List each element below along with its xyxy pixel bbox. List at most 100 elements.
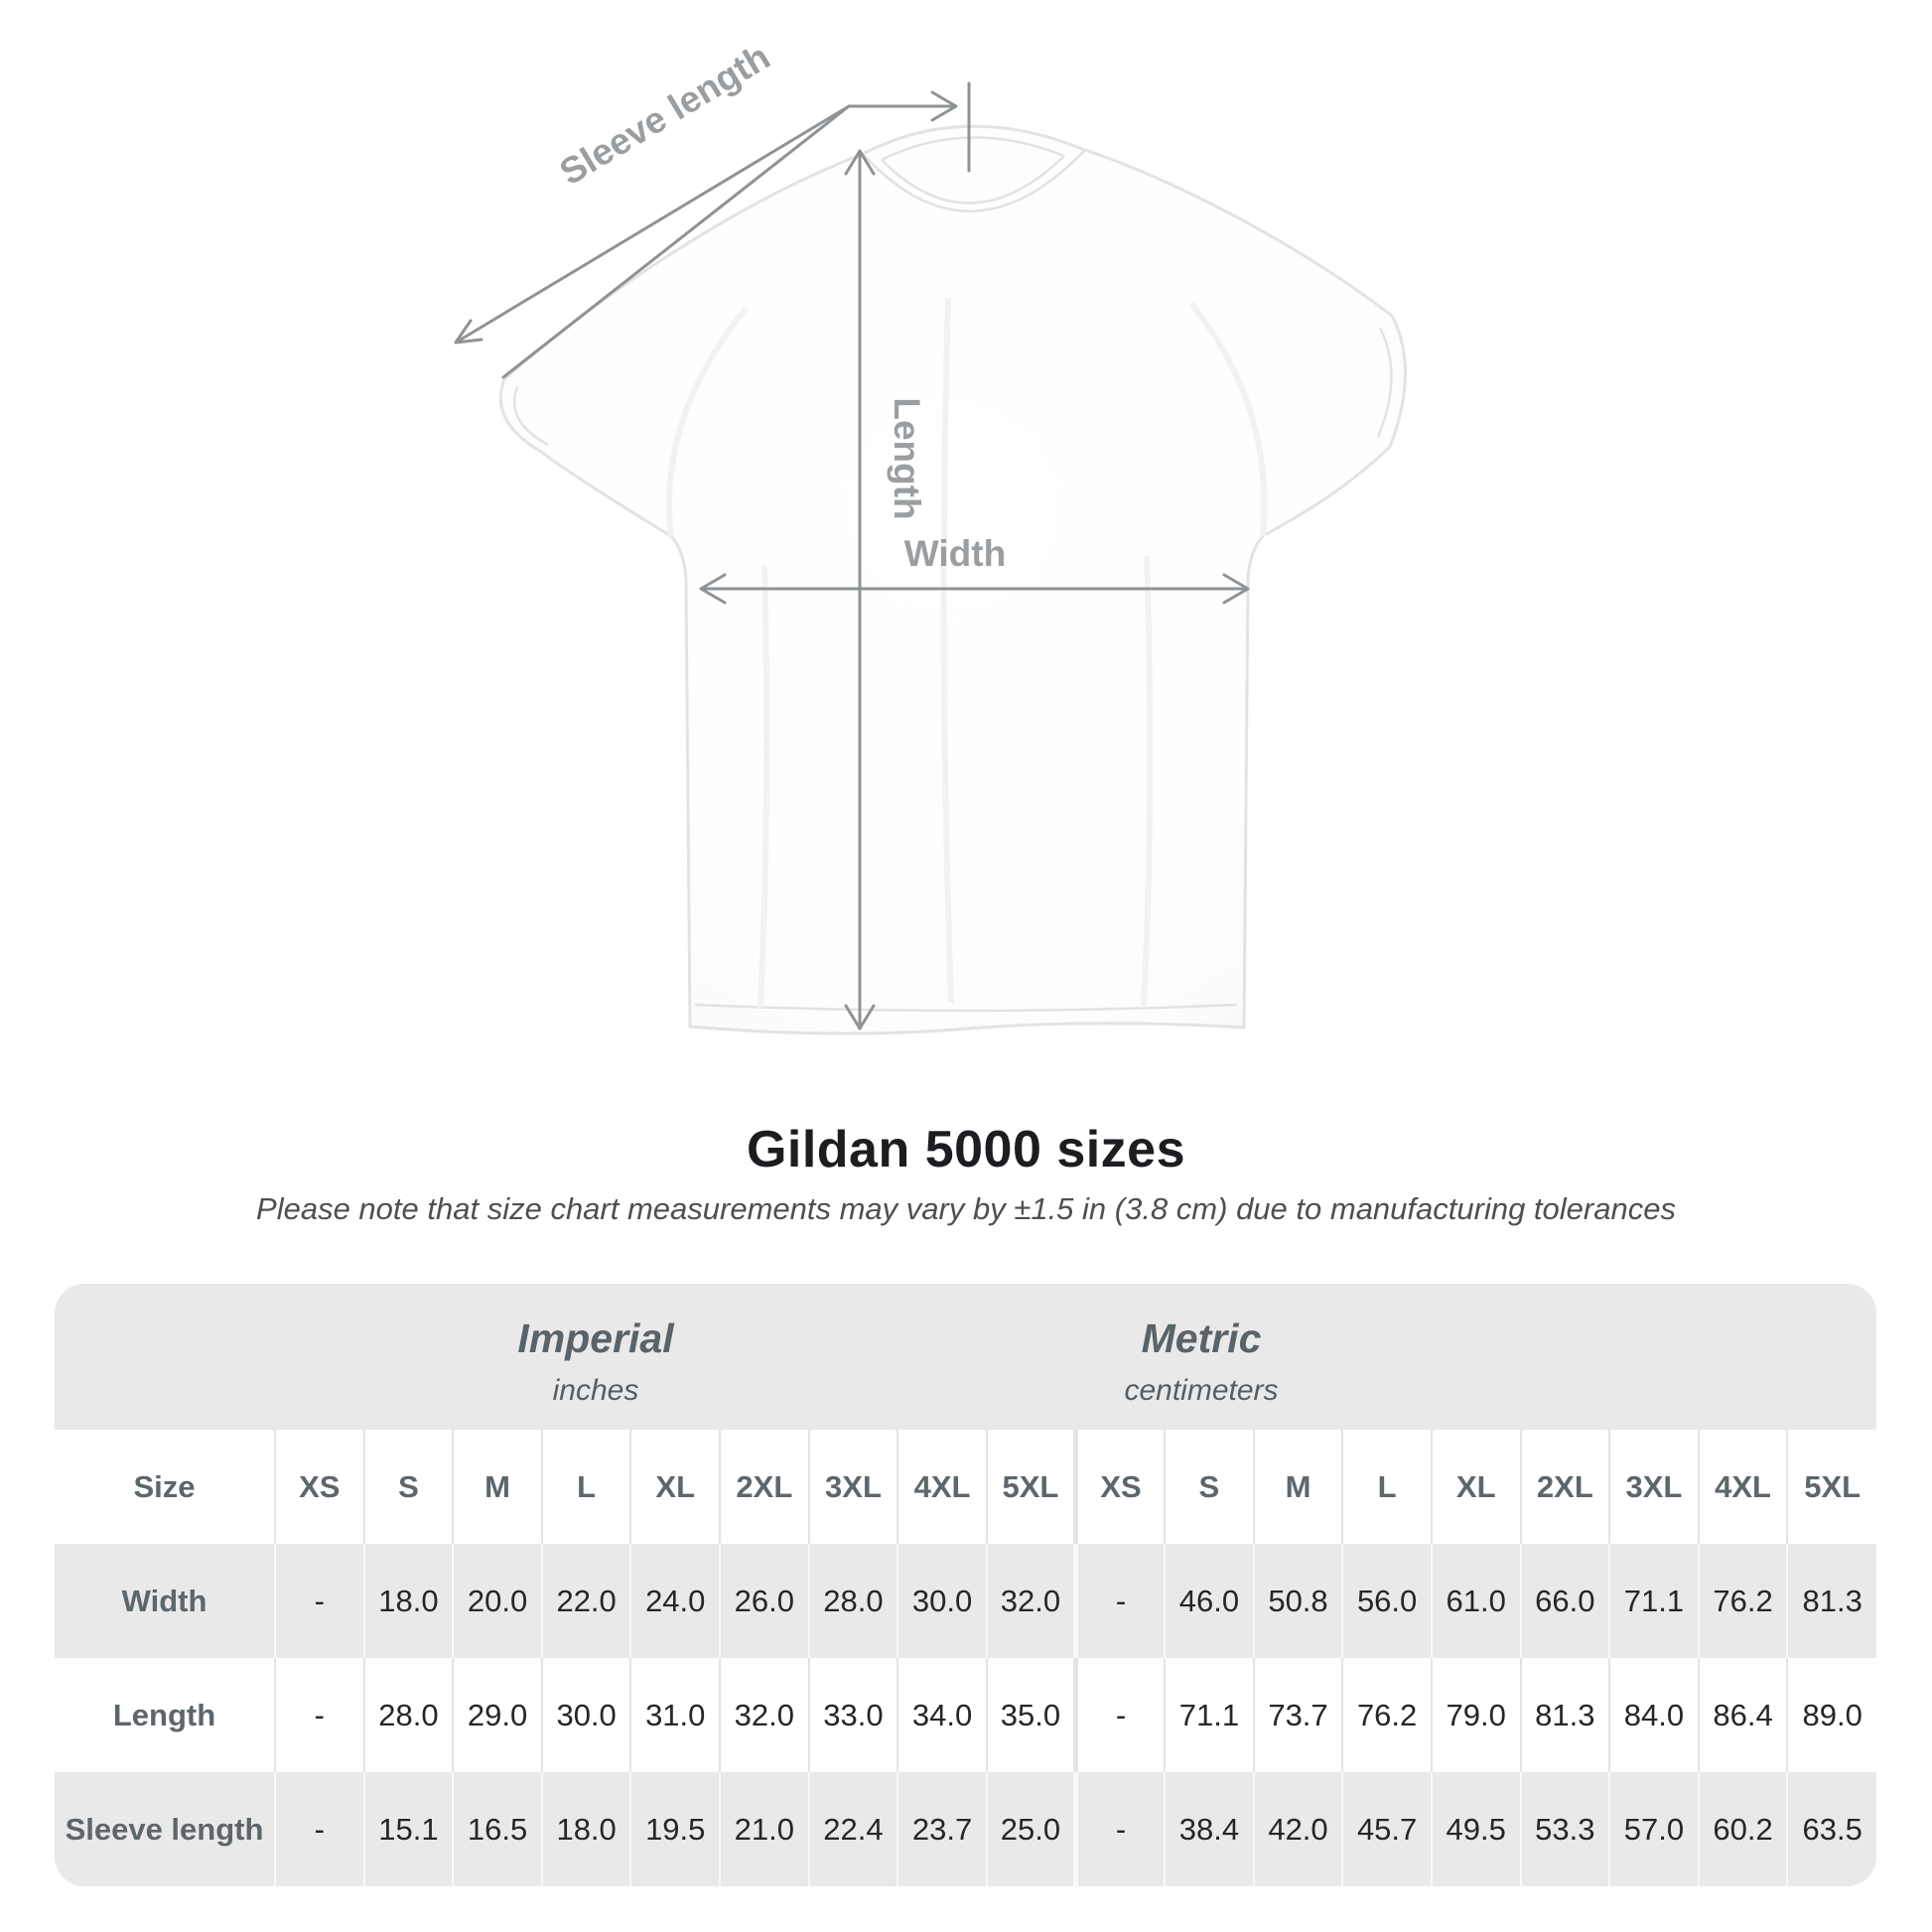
col-imperial-2xl: 2XL [719,1430,809,1544]
left-armhole-fold [666,306,750,537]
length-arrowhead-top [844,149,876,176]
width-row: Width - 18.0 20.0 22.0 24.0 26.0 28.0 30… [55,1544,1876,1658]
width-metric-2xl: 66.0 [1519,1544,1610,1658]
length-label: Length [887,397,927,519]
length-metric-xs: - [1072,1658,1166,1772]
length-metric-3xl: 84.0 [1608,1658,1699,1772]
sleeve-metric-l: 45.7 [1341,1772,1432,1886]
sleeve-imperial-4xl: 23.7 [897,1772,987,1886]
col-imperial-xs: XS [274,1430,364,1544]
imperial-label: Imperial [517,1315,674,1361]
width-imperial-s: 18.0 [362,1544,454,1658]
body-fold-center [940,297,954,1004]
length-metric-m: 73.7 [1252,1658,1343,1772]
sleeve-metric-s: 38.4 [1164,1772,1254,1886]
length-metric-s: 71.1 [1164,1658,1254,1772]
length-imperial-5xl: 35.0 [985,1658,1076,1772]
width-metric-3xl: 71.1 [1608,1544,1699,1658]
body-fold-left [758,565,770,1009]
tshirt-measurement-diagram: Sleeve length Length Width [454,36,1407,1035]
width-arrowhead-left [699,573,727,605]
width-imperial-3xl: 28.0 [807,1544,898,1658]
sleeve-imperial-xl: 19.5 [629,1772,721,1886]
length-imperial-l: 30.0 [540,1658,631,1772]
length-imperial-2xl: 32.0 [719,1658,809,1772]
right-armhole-fold [1188,302,1268,537]
length-metric-4xl: 86.4 [1697,1658,1788,1772]
imperial-group-header: Imperial inches [318,1284,874,1408]
sleeve-length-row-label: Sleeve length [65,1811,264,1847]
col-metric-5xl: 5XL [1786,1430,1876,1544]
width-imperial-4xl: 30.0 [897,1544,987,1658]
length-imperial-m: 29.0 [452,1658,542,1772]
hem-stitch [694,1003,1238,1013]
size-chart-table: Imperial inches Metric centimeters Size … [55,1284,1876,1886]
width-metric-4xl: 76.2 [1697,1544,1788,1658]
col-imperial-4xl: 4XL [897,1430,987,1544]
length-imperial-xs: - [274,1658,364,1772]
unit-group-header: Imperial inches Metric centimeters [55,1284,1876,1430]
length-metric-xl: 79.0 [1430,1658,1521,1772]
length-metric-5xl: 89.0 [1786,1658,1876,1772]
right-cuff-seam [1376,327,1393,438]
col-metric-3xl: 3XL [1608,1430,1699,1544]
tshirt-silhouette [498,124,1407,1035]
width-imperial-m: 20.0 [452,1544,542,1658]
collar-inner-neckline [881,155,1065,205]
col-imperial-3xl: 3XL [807,1430,898,1544]
sleeve-metric-5xl: 63.5 [1786,1772,1876,1886]
col-metric-m: M [1252,1430,1343,1544]
width-metric-xl: 61.0 [1430,1544,1521,1658]
left-cuff-seam [512,386,549,447]
page-title: Gildan 5000 sizes [746,1121,1186,1178]
length-imperial-xl: 31.0 [629,1658,721,1772]
sleeve-length-arrowhead-right [930,90,958,122]
col-metric-l: L [1341,1430,1432,1544]
metric-unit-label: centimeters [1124,1374,1279,1407]
length-imperial-3xl: 33.0 [807,1658,898,1772]
width-arrowhead-right [1222,573,1250,605]
width-label: Width [904,533,1006,574]
width-imperial-xs: - [274,1544,364,1658]
length-row-label: Length [112,1697,216,1732]
body-fold-right [1141,555,1154,1009]
tolerance-note: Please note that size chart measurements… [256,1191,1676,1226]
metric-group-header: Metric centimeters [923,1284,1479,1408]
width-imperial-xl: 24.0 [629,1544,721,1658]
length-row: Length - 28.0 29.0 30.0 31.0 32.0 33.0 3… [55,1658,1876,1772]
width-imperial-l: 22.0 [540,1544,631,1658]
col-imperial-s: S [362,1430,454,1544]
col-imperial-l: L [540,1430,631,1544]
width-metric-s: 46.0 [1164,1544,1254,1658]
size-header: Size [133,1468,196,1504]
length-arrowhead-bottom [844,1004,876,1031]
sleeve-metric-4xl: 60.2 [1697,1772,1788,1886]
sleeve-length-row: Sleeve length - 15.1 16.5 18.0 19.5 21.0… [55,1772,1876,1886]
collar-outer-neckline [862,150,1085,212]
sleeve-imperial-l: 18.0 [540,1772,631,1886]
col-metric-s: S [1164,1430,1254,1544]
col-metric-4xl: 4XL [1697,1430,1788,1544]
sleeve-metric-2xl: 53.3 [1519,1772,1610,1886]
col-metric-xs: XS [1072,1430,1166,1544]
sleeve-imperial-m: 16.5 [452,1772,542,1886]
sleeve-imperial-s: 15.1 [362,1772,454,1886]
width-row-label: Width [121,1583,207,1618]
width-metric-m: 50.8 [1252,1544,1343,1658]
col-imperial-xl: XL [629,1430,721,1544]
width-imperial-5xl: 32.0 [985,1544,1076,1658]
col-metric-xl: XL [1430,1430,1521,1544]
sleeve-metric-xs: - [1072,1772,1166,1886]
width-metric-xs: - [1072,1544,1166,1658]
length-imperial-4xl: 34.0 [897,1658,987,1772]
sleeve-imperial-xs: - [274,1772,364,1886]
metric-label: Metric [1141,1315,1262,1361]
measurements-table: Size XS S M L XL 2XL 3XL 4XL 5XL XS S M … [55,1430,1876,1886]
width-imperial-2xl: 26.0 [719,1544,809,1658]
imperial-unit-label: inches [552,1374,639,1407]
sleeve-length-arrowhead-left [454,104,851,345]
length-imperial-s: 28.0 [362,1658,454,1772]
sleeve-metric-m: 42.0 [1252,1772,1343,1886]
sleeve-imperial-2xl: 21.0 [719,1772,809,1886]
sleeve-imperial-5xl: 25.0 [985,1772,1076,1886]
